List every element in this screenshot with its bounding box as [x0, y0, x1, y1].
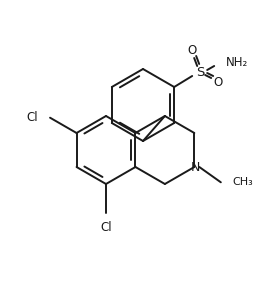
Text: Cl: Cl [26, 111, 38, 124]
Text: NH₂: NH₂ [226, 55, 248, 69]
Text: S: S [196, 66, 204, 79]
Text: N: N [191, 161, 200, 173]
Text: Cl: Cl [100, 221, 112, 234]
Text: O: O [214, 76, 223, 88]
Text: CH₃: CH₃ [233, 177, 254, 187]
Text: O: O [188, 45, 197, 57]
